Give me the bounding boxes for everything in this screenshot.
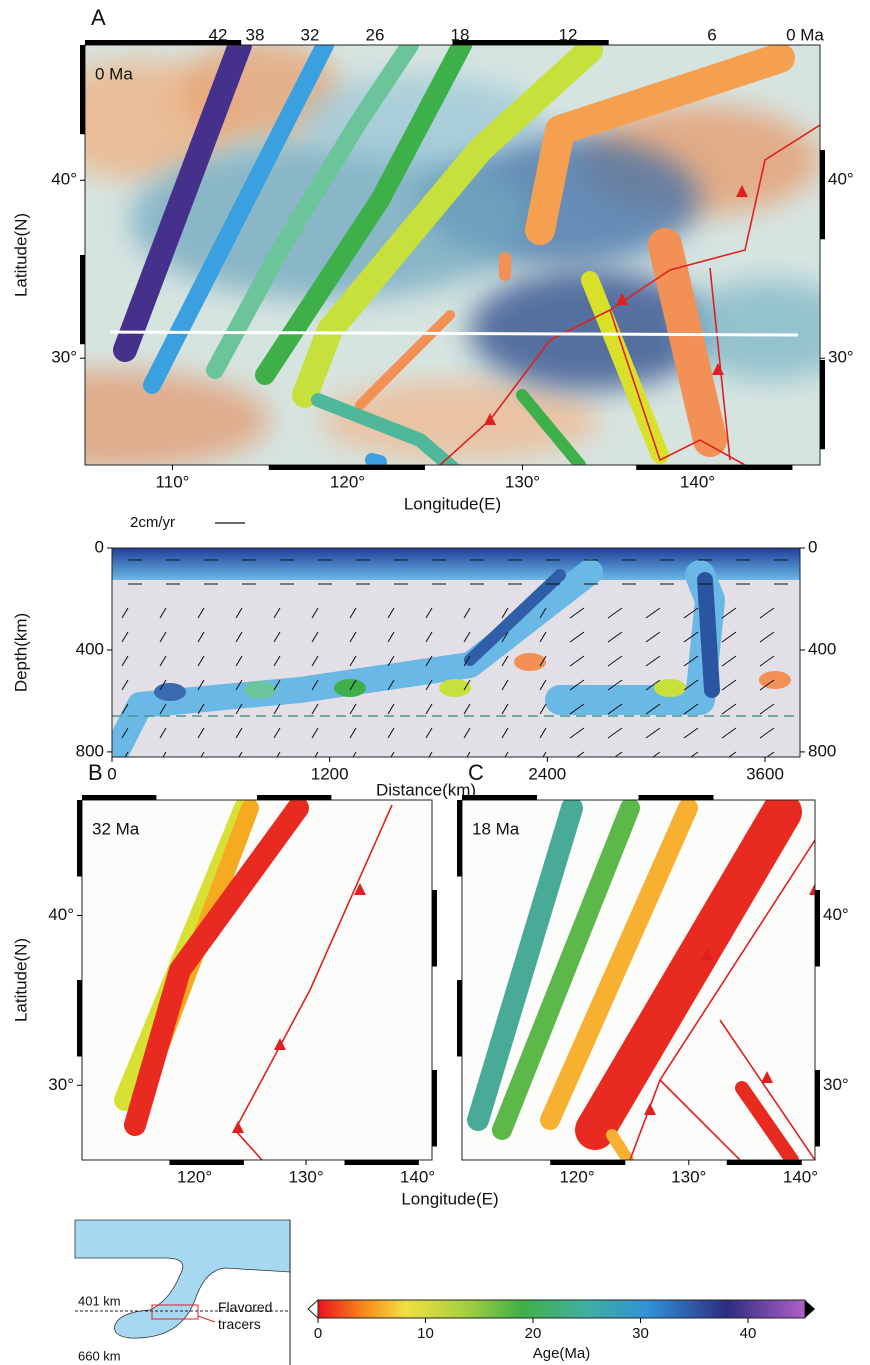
slab	[705, 580, 712, 690]
frame-bar	[462, 795, 537, 800]
frame-bar	[815, 890, 820, 967]
frame-bar	[457, 980, 462, 1057]
track-age-label: 12	[559, 25, 578, 44]
x-tick-label: 1200	[311, 764, 349, 783]
colorbar-label: Age(Ma)	[533, 1345, 591, 1362]
tracer-cluster	[654, 679, 686, 697]
colorbar	[318, 1300, 805, 1318]
inset-label: 401 km	[78, 1293, 121, 1308]
y-tick-label: 40°	[48, 905, 74, 924]
tracer-cluster	[514, 653, 546, 671]
colorbar-tick-label: 10	[417, 1325, 434, 1342]
y-tick-label: 0	[808, 537, 817, 556]
frame-bar	[727, 1160, 802, 1165]
colorbar-over	[805, 1300, 815, 1318]
x-tick-label: 2400	[528, 764, 566, 783]
panel-letter: B	[88, 760, 103, 785]
y-tick-label: 30°	[823, 1075, 849, 1094]
frame-bar	[77, 800, 82, 877]
frame-bar	[257, 795, 331, 800]
y-tick-label: 400	[76, 639, 104, 658]
track-age-label: 6	[707, 25, 716, 44]
track-age-label: 32	[301, 25, 320, 44]
frame-bar	[820, 150, 825, 239]
x-tick-label: 130°	[505, 472, 540, 491]
track-age-label: 42	[209, 25, 228, 44]
frame-bar	[432, 1070, 437, 1147]
section-content	[112, 548, 800, 762]
tracer-cluster	[439, 679, 471, 697]
track-age-label: 26	[366, 25, 385, 44]
tracer-cluster	[759, 671, 791, 689]
x-tick-label: 140°	[400, 1167, 435, 1186]
colorbar-tick-label: 40	[740, 1325, 757, 1342]
y-tick-label: 40°	[823, 905, 849, 924]
track-age-label: 0 Ma	[786, 25, 824, 44]
tracer-cluster	[334, 679, 366, 697]
backgrounds	[0, 40, 860, 1160]
frame-bar	[82, 795, 156, 800]
frame-bar	[432, 890, 437, 967]
tracer-track	[372, 460, 380, 462]
y-tick-label: 30°	[51, 348, 77, 367]
y-tick-label: 30°	[828, 348, 854, 367]
figure: 110° 120° 130° 140° 30° 30° 40° 40° 0 Ma 42 38 32 26…	[0, 0, 870, 1365]
frame-bar	[269, 465, 425, 470]
x-tick-label: 120°	[330, 472, 365, 491]
x-tick-label: 120°	[177, 1167, 212, 1186]
frame-bar	[550, 1160, 625, 1165]
y-tick-label: 400	[808, 639, 836, 658]
tracer-pointer	[198, 1316, 215, 1322]
y-tick-label: 40°	[51, 170, 77, 189]
frame-bar	[170, 1160, 244, 1165]
frame-bar	[636, 465, 792, 470]
frame-bar	[80, 45, 85, 134]
x-tick-label: 110°	[156, 472, 190, 491]
scale-label: 2cm/yr	[130, 514, 175, 531]
x-axis-label: Distance(km)	[376, 780, 476, 799]
panel-letter: A	[91, 5, 106, 30]
colorbar-tick-label: 20	[525, 1325, 542, 1342]
panel-letter: C	[468, 760, 484, 785]
x-tick-label: 120°	[559, 1167, 594, 1186]
frame-bar	[457, 800, 462, 877]
y-tick-label: 0	[95, 537, 104, 556]
x-axis-label: Longitude(E)	[401, 1189, 498, 1208]
x-tick-label: 0	[107, 764, 116, 783]
frame-bar	[820, 360, 825, 449]
x-tick-label: 140°	[783, 1167, 818, 1186]
y-tick-label: 30°	[48, 1075, 74, 1094]
colorbar-tick-label: 0	[314, 1325, 322, 1342]
x-tick-label: 130°	[671, 1167, 706, 1186]
panel-title: 0 Ma	[95, 64, 133, 83]
y-axis-label: Latitude(N)	[11, 213, 30, 297]
y-tick-label: 800	[808, 741, 836, 760]
x-axis-label: Longitude(E)	[404, 494, 501, 513]
colorbar-under	[308, 1300, 318, 1318]
frame-bar	[77, 980, 82, 1057]
frame-bar	[815, 1070, 820, 1147]
track-age-label: 18	[451, 25, 470, 44]
inset-label: 660 km	[78, 1348, 121, 1363]
y-tick-label: 800	[76, 741, 104, 760]
frame-bar	[639, 795, 714, 800]
x-tick-label: 140°	[680, 472, 715, 491]
y-axis-label: Latitude(N)	[11, 938, 30, 1022]
x-tick-label: 130°	[288, 1167, 323, 1186]
frame-bar	[80, 255, 85, 344]
y-tick-label: 40°	[828, 170, 854, 189]
frame-bar	[345, 1160, 419, 1165]
y-axis-label: Depth(km)	[11, 613, 30, 692]
x-tick-label: 3600	[746, 764, 784, 783]
colorbar-tick-label: 30	[632, 1325, 649, 1342]
panel-title: 18 Ma	[472, 819, 520, 838]
tracer-cluster	[244, 681, 276, 699]
track-age-label: 38	[246, 25, 265, 44]
frame-bar	[453, 40, 609, 45]
tracer-cluster	[154, 683, 186, 701]
panel-title: 32 Ma	[92, 819, 140, 838]
